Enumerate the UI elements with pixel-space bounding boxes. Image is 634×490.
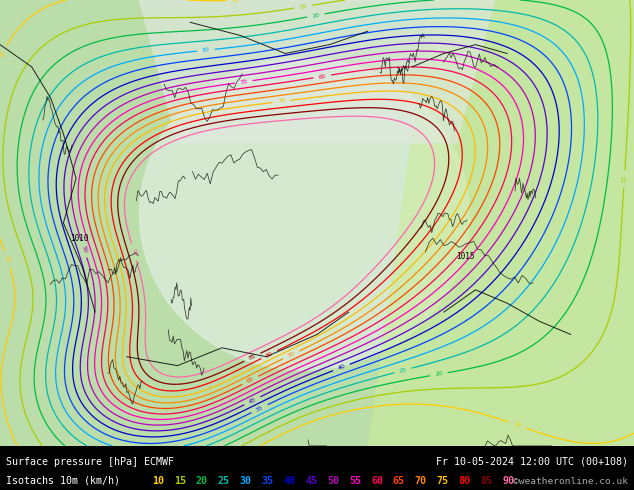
Text: Isotachs 10m (km/h): Isotachs 10m (km/h) [6,476,126,486]
Text: 85: 85 [480,476,492,486]
Text: 65: 65 [392,476,404,486]
Text: 70: 70 [287,351,295,359]
Text: 90: 90 [502,476,514,486]
Text: 50: 50 [81,245,87,253]
Text: 25: 25 [217,476,230,486]
Text: 40: 40 [337,364,346,371]
Text: 15: 15 [174,476,186,486]
Text: 60: 60 [371,476,383,486]
Text: 20: 20 [312,12,320,19]
Text: 15: 15 [299,3,307,10]
Text: 75: 75 [278,98,286,104]
Text: 60: 60 [318,74,327,79]
Text: 20: 20 [435,371,443,377]
Text: 55: 55 [349,476,361,486]
Ellipse shape [139,58,469,370]
Text: 10: 10 [513,421,522,429]
Text: Fr 10-05-2024 12:00 UTC (00+108): Fr 10-05-2024 12:00 UTC (00+108) [436,457,628,467]
Text: 35: 35 [255,405,264,413]
Polygon shape [139,0,495,143]
Text: 50: 50 [327,476,339,486]
Polygon shape [368,0,634,446]
Text: 10: 10 [152,476,164,486]
Text: 35: 35 [261,476,273,486]
Text: 45: 45 [305,476,317,486]
Text: 55: 55 [240,79,248,85]
Text: 45: 45 [248,397,257,405]
Text: 40: 40 [283,476,295,486]
Text: 1015: 1015 [456,252,475,261]
Text: 10: 10 [0,49,6,58]
Text: ©weatheronline.co.uk: ©weatheronline.co.uk [513,477,628,486]
Text: 80: 80 [458,476,470,486]
Text: 65: 65 [246,376,255,384]
Text: Surface pressure [hPa] ECMWF: Surface pressure [hPa] ECMWF [6,457,174,467]
Text: 85: 85 [248,353,257,361]
Text: 10: 10 [4,255,11,264]
Text: 20: 20 [196,476,208,486]
Text: 30: 30 [240,476,252,486]
Text: 25: 25 [398,367,407,374]
Text: 75: 75 [436,476,448,486]
Text: 80: 80 [265,351,274,359]
Text: 90: 90 [131,247,138,257]
Text: 1010: 1010 [70,234,88,243]
Text: 30: 30 [202,48,210,53]
Text: 70: 70 [415,476,427,486]
Text: 10: 10 [231,0,240,3]
Text: 15: 15 [621,175,627,183]
